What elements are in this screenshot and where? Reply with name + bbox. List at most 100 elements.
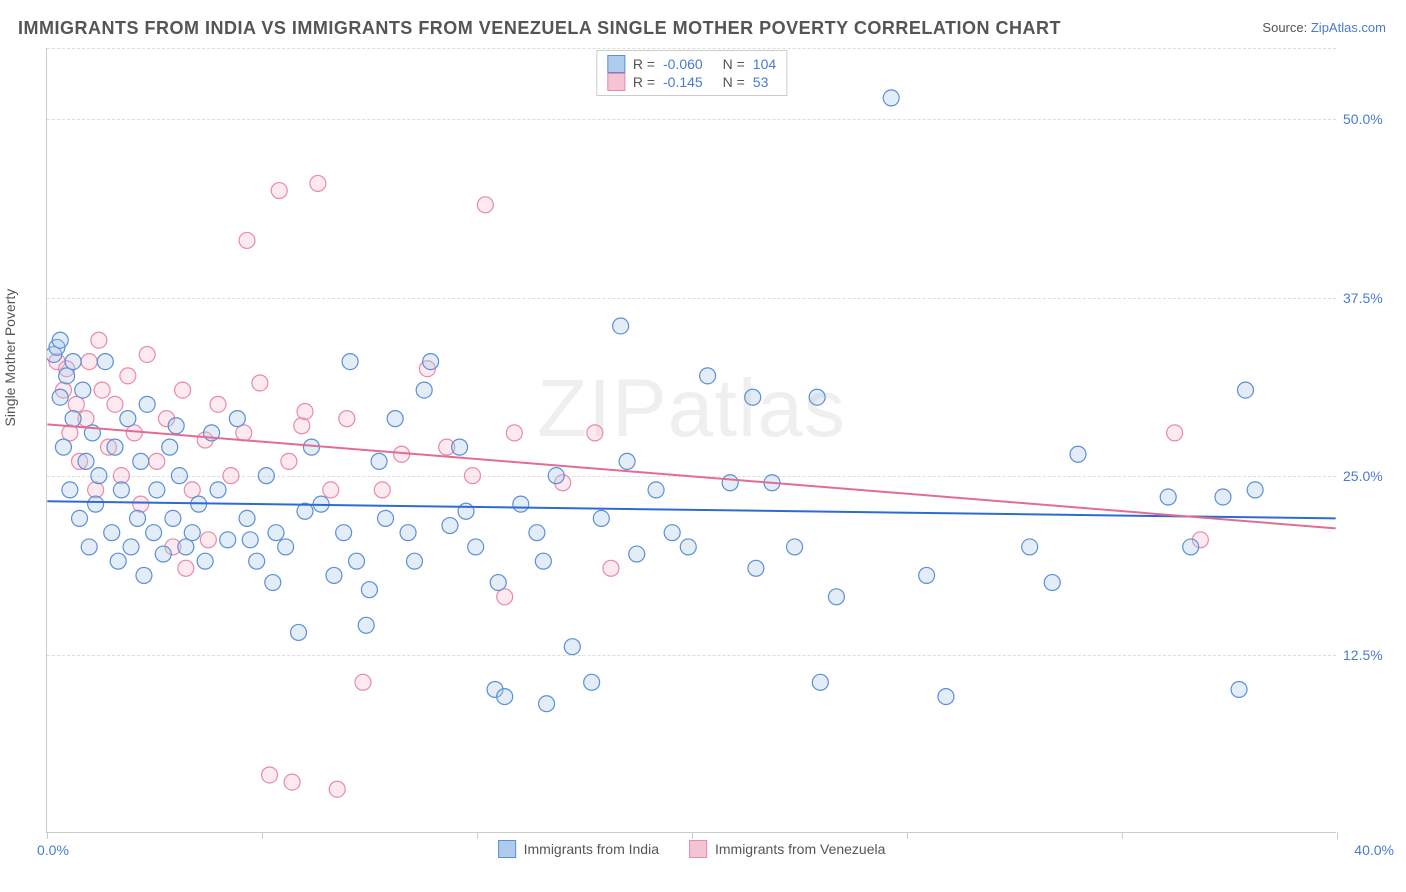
marker-venezuela (101, 439, 117, 455)
marker-india (919, 567, 935, 583)
marker-india (191, 496, 207, 512)
swatch-venezuela-bottom (689, 840, 707, 858)
marker-india (648, 482, 664, 498)
marker-venezuela (175, 382, 191, 398)
marker-india (123, 539, 139, 555)
legend-row-venezuela: R = -0.145 N = 53 (607, 73, 776, 91)
marker-india (387, 411, 403, 427)
marker-india (535, 553, 551, 569)
marker-india (1183, 539, 1199, 555)
marker-venezuela (281, 453, 297, 469)
marker-india (342, 354, 358, 370)
marker-venezuela (323, 482, 339, 498)
n-label: N = (723, 74, 745, 90)
marker-india (136, 567, 152, 583)
r-value-india: -0.060 (663, 56, 703, 72)
marker-india (120, 411, 136, 427)
marker-venezuela (236, 425, 252, 441)
marker-india (265, 575, 281, 591)
marker-india (416, 382, 432, 398)
marker-india (812, 674, 828, 690)
y-tick-label: 37.5% (1343, 290, 1398, 306)
marker-india (809, 389, 825, 405)
swatch-india (607, 55, 625, 73)
marker-venezuela (477, 197, 493, 213)
y-axis-label: Single Mother Poverty (2, 289, 18, 427)
marker-india (593, 510, 609, 526)
marker-india (47, 346, 62, 362)
marker-india (72, 510, 88, 526)
marker-india (197, 553, 213, 569)
marker-india (62, 482, 78, 498)
x-axis-end-label: 40.0% (1354, 842, 1394, 858)
series-legend: Immigrants from India Immigrants from Ve… (498, 840, 886, 858)
r-value-venezuela: -0.145 (663, 74, 703, 90)
marker-india (220, 532, 236, 548)
marker-india (326, 567, 342, 583)
marker-india (146, 525, 162, 541)
marker-india (787, 539, 803, 555)
marker-venezuela (94, 382, 110, 398)
marker-venezuela (88, 482, 104, 498)
marker-india (65, 411, 81, 427)
marker-india (1022, 539, 1038, 555)
marker-india (78, 453, 94, 469)
marker-venezuela (133, 496, 149, 512)
marker-india (458, 503, 474, 519)
marker-india (423, 354, 439, 370)
legend-label-india: Immigrants from India (524, 841, 659, 857)
swatch-india-bottom (498, 840, 516, 858)
marker-india (133, 453, 149, 469)
r-label: R = (633, 56, 655, 72)
marker-india (107, 439, 123, 455)
marker-india (155, 546, 171, 562)
marker-india (629, 546, 645, 562)
marker-venezuela (1167, 425, 1183, 441)
marker-venezuela (78, 411, 94, 427)
marker-venezuela (262, 767, 278, 783)
marker-india (130, 510, 146, 526)
marker-india (1238, 382, 1254, 398)
marker-venezuela (72, 453, 88, 469)
x-axis-start-label: 0.0% (37, 842, 69, 858)
x-tick (477, 832, 478, 839)
marker-venezuela (1192, 532, 1208, 548)
marker-india (81, 539, 97, 555)
marker-india (358, 617, 374, 633)
marker-india (165, 510, 181, 526)
marker-india (1160, 489, 1176, 505)
plot-area: ZIPatlas 12.5%25.0%37.5%50.0% R = -0.060… (46, 48, 1336, 833)
marker-venezuela (200, 532, 216, 548)
marker-india (242, 532, 258, 548)
marker-venezuela (62, 425, 78, 441)
marker-venezuela (178, 560, 194, 576)
marker-india (97, 354, 113, 370)
source-label: Source: (1262, 20, 1307, 35)
marker-venezuela (603, 560, 619, 576)
marker-india (619, 453, 635, 469)
source-link[interactable]: ZipAtlas.com (1311, 20, 1386, 35)
marker-india (349, 553, 365, 569)
marker-venezuela (394, 446, 410, 462)
marker-india (104, 525, 120, 541)
marker-venezuela (497, 589, 513, 605)
marker-india (1070, 446, 1086, 462)
marker-venezuela (165, 539, 181, 555)
marker-venezuela (329, 781, 345, 797)
x-tick (692, 832, 693, 839)
marker-venezuela (355, 674, 371, 690)
marker-venezuela (506, 425, 522, 441)
marker-venezuela (310, 175, 326, 191)
x-tick (1122, 832, 1123, 839)
marker-india (110, 553, 126, 569)
marker-india (680, 539, 696, 555)
marker-venezuela (271, 183, 287, 199)
marker-india (249, 553, 265, 569)
marker-venezuela (339, 411, 355, 427)
marker-venezuela (55, 382, 71, 398)
marker-india (938, 689, 954, 705)
marker-venezuela (149, 453, 165, 469)
n-value-india: 104 (753, 56, 776, 72)
marker-venezuela (374, 482, 390, 498)
gridline-h (47, 655, 1336, 656)
